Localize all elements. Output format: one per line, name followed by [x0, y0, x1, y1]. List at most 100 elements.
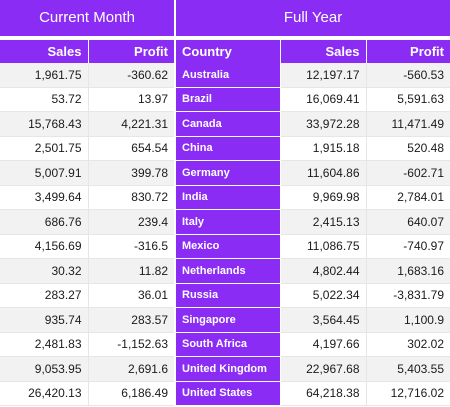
sales-cell: 1,961.75: [0, 63, 89, 88]
table-row: Brazil 16,069.41 5,591.63: [176, 87, 450, 112]
profit-cell: 2,784.01: [366, 185, 450, 210]
profit-cell: 1,683.16: [366, 258, 450, 284]
sales-column-header[interactable]: Sales: [280, 40, 367, 63]
table-row: Mexico 11,086.75 -740.97: [176, 234, 450, 259]
country-cell: Italy: [176, 209, 281, 235]
country-cell: United Kingdom: [176, 356, 281, 382]
table-row: United Kingdom 22,967.68 5,403.55: [176, 356, 450, 382]
table-row: 2,481.83 -1,152.63: [0, 332, 174, 357]
table-row: India 9,969.98 2,784.01: [176, 185, 450, 210]
profit-cell: 830.72: [88, 185, 174, 210]
profit-cell: 302.02: [366, 332, 450, 357]
country-cell: Netherlands: [176, 258, 281, 284]
sales-cell: 11,604.86: [280, 160, 367, 186]
full-year-table: Country Sales Profit Australia 12,197.17-…: [176, 40, 450, 406]
profit-cell: 4,221.31: [88, 111, 174, 137]
profit-cell: 520.48: [366, 136, 450, 161]
current-month-table: Sales Profit 1,961.75 -360.62 53.72 13.97 15…: [0, 40, 174, 406]
country-cell: India: [176, 185, 281, 210]
country-cell: South Africa: [176, 332, 281, 357]
profit-column-header[interactable]: Profit: [366, 40, 450, 63]
sales-cell: 11,086.75: [280, 234, 367, 259]
table-row: 4,156.69 -316.5: [0, 234, 174, 259]
table-row: Italy 2,415.13 640.07: [176, 209, 450, 235]
sales-cell: 30.32: [0, 258, 89, 284]
profit-cell: 11.82: [88, 258, 174, 284]
table-row: Australia 12,197.17 -560.53: [176, 63, 450, 88]
sales-cell: 2,415.13: [280, 209, 367, 235]
sales-cell: 26,420.13: [0, 381, 89, 406]
country-column-header[interactable]: Country: [176, 40, 281, 63]
sales-cell: 33,972.28: [280, 111, 367, 137]
sales-cell: 5,007.91: [0, 160, 89, 186]
table-row: 15,768.43 4,221.31: [0, 111, 174, 137]
sales-column-header[interactable]: Sales: [0, 40, 89, 63]
profit-cell: 654.54: [88, 136, 174, 161]
sales-cell: 12,197.17: [280, 63, 367, 88]
profit-cell: -316.5: [88, 234, 174, 259]
sales-cell: 1,915.18: [280, 136, 367, 161]
sales-cell: 4,156.69: [0, 234, 89, 259]
profit-cell: 6,186.49: [88, 381, 174, 406]
table-row: 686.76 239.4: [0, 209, 174, 235]
sales-cell: 5,022.34: [280, 283, 367, 308]
table-row: 53.72 13.97: [0, 87, 174, 112]
sales-cell: 283.27: [0, 283, 89, 308]
country-cell: Australia: [176, 63, 281, 88]
table-row: Canada 33,972.28 11,471.49: [176, 111, 450, 137]
country-cell: United States: [176, 381, 281, 406]
profit-cell: -1,152.63: [88, 332, 174, 357]
sales-cell: 16,069.41: [280, 87, 367, 112]
table-row: 26,420.13 6,186.49: [0, 381, 174, 406]
country-cell: Germany: [176, 160, 281, 186]
full-year-title: Full Year: [176, 0, 450, 36]
table-row: South Africa 4,197.66 302.02: [176, 332, 450, 357]
sales-cell: 9,053.95: [0, 356, 89, 382]
profit-cell: -360.62: [88, 63, 174, 88]
sales-cell: 3,499.64: [0, 185, 89, 210]
profit-cell: 12,716.02: [366, 381, 450, 406]
sales-cell: 15,768.43: [0, 111, 89, 137]
profit-cell: 1,100.9: [366, 307, 450, 333]
country-cell: China: [176, 136, 281, 161]
header-row: Country Sales Profit: [176, 40, 450, 63]
table-row: 3,499.64 830.72: [0, 185, 174, 210]
sales-cell: 64,218.38: [280, 381, 367, 406]
sales-cell: 9,969.98: [280, 185, 367, 210]
sales-cell: 22,967.68: [280, 356, 367, 382]
profit-cell: -560.53: [366, 63, 450, 88]
country-cell: Canada: [176, 111, 281, 137]
profit-cell: -3,831.79: [366, 283, 450, 308]
table-row: Netherlands 4,802.44 1,683.16: [176, 258, 450, 284]
header-row: Sales Profit: [0, 40, 174, 63]
country-cell: Russia: [176, 283, 281, 308]
table-row: 935.74 283.57: [0, 307, 174, 333]
table-row: 5,007.91 399.78: [0, 160, 174, 186]
profit-cell: 11,471.49: [366, 111, 450, 137]
profit-cell: 5,591.63: [366, 87, 450, 112]
table-row: 2,501.75 654.54: [0, 136, 174, 161]
sales-cell: 53.72: [0, 87, 89, 112]
table-row: United States 64,218.38 12,716.02: [176, 381, 450, 406]
sales-cell: 2,481.83: [0, 332, 89, 357]
profit-cell: 399.78: [88, 160, 174, 186]
table-row: 9,053.95 2,691.6: [0, 356, 174, 382]
table-row: Germany 11,604.86 -602.71: [176, 160, 450, 186]
profit-cell: 239.4: [88, 209, 174, 235]
country-cell: Brazil: [176, 87, 281, 112]
sales-cell: 935.74: [0, 307, 89, 333]
sales-cell: 4,802.44: [280, 258, 367, 284]
profit-cell: 36.01: [88, 283, 174, 308]
profit-cell: -740.97: [366, 234, 450, 259]
table-row: Russia 5,022.34 -3,831.79: [176, 283, 450, 308]
table-row: 30.32 11.82: [0, 258, 174, 284]
profit-cell: 283.57: [88, 307, 174, 333]
profit-column-header[interactable]: Profit: [88, 40, 174, 63]
sales-cell: 2,501.75: [0, 136, 89, 161]
profit-cell: 2,691.6: [88, 356, 174, 382]
profit-cell: 640.07: [366, 209, 450, 235]
table-row: China 1,915.18 520.48: [176, 136, 450, 161]
sales-cell: 686.76: [0, 209, 89, 235]
table-row: 1,961.75 -360.62: [0, 63, 174, 88]
table-row: Singapore 3,564.45 1,100.9: [176, 307, 450, 333]
